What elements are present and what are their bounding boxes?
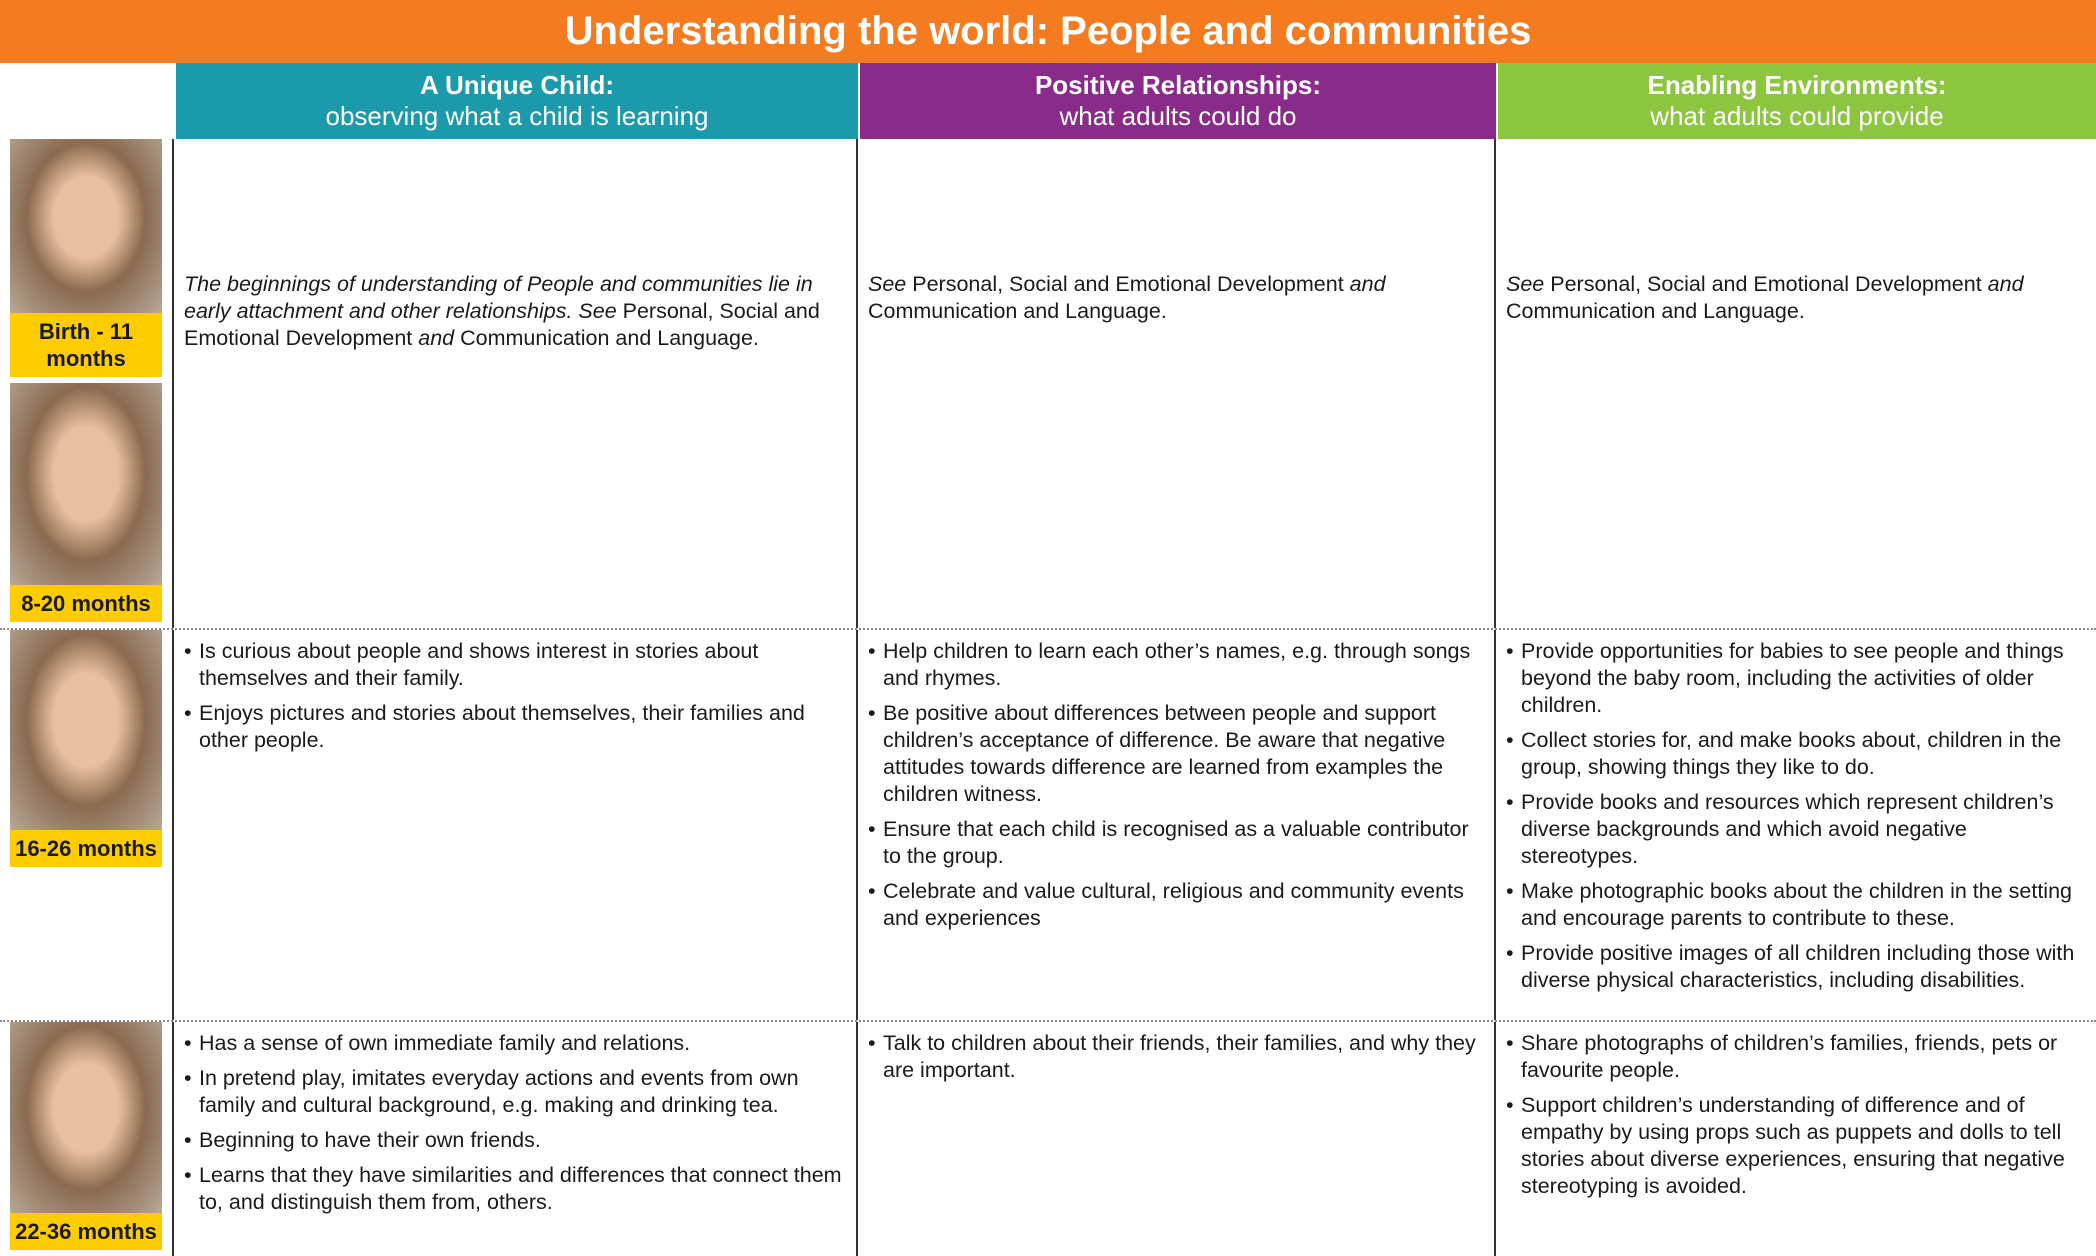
bullet-item: Support children’s understanding of diff…: [1506, 1092, 2086, 1200]
bullet-item: Make photographic books about the childr…: [1506, 878, 2086, 932]
paragraph: See Personal, Social and Emotional Devel…: [1506, 271, 2086, 325]
bullet-item: Has a sense of own immediate family and …: [184, 1030, 846, 1057]
bullet-item: Provide opportunities for babies to see …: [1506, 638, 2086, 719]
paragraph: See Personal, Social and Emotional Devel…: [868, 271, 1484, 325]
bullet-item: Ensure that each child is recognised as …: [868, 816, 1484, 870]
text-run: Personal, Social and Emotional Developme…: [906, 272, 1350, 296]
cell: Help children to learn each other’s name…: [858, 630, 1496, 1020]
bullet-item: Provide books and resources which repres…: [1506, 789, 2086, 870]
bullet-item: Be positive about differences between pe…: [868, 700, 1484, 808]
cell: Talk to children about their friends, th…: [858, 1022, 1496, 1256]
age-block: 8-20 months: [0, 383, 172, 628]
text-run: Communication and Language.: [1506, 299, 1805, 323]
column-title: Positive Relationships:: [1034, 70, 1322, 100]
text-run: and: [1349, 272, 1386, 296]
cell: Provide opportunities for babies to see …: [1496, 630, 2096, 1020]
cell: See Personal, Social and Emotional Devel…: [858, 139, 1496, 628]
text-run: and: [1987, 272, 2024, 296]
text-run: Communication and Language.: [454, 326, 759, 350]
age-column: 16-26 months: [0, 630, 174, 1020]
bullet-item: Provide positive images of all children …: [1506, 940, 2086, 994]
text-run: The beginnings of understanding of Peopl…: [184, 272, 813, 323]
bullet-item: Beginning to have their own friends.: [184, 1127, 846, 1154]
header-row: A Unique Child: observing what a child is…: [0, 63, 2096, 139]
text-run: and: [418, 326, 455, 350]
bullet-item: Learns that they have similarities and d…: [184, 1162, 846, 1216]
table-row: Birth - 11 months 8-20 months The beginnin…: [0, 139, 2096, 628]
photo: [10, 383, 162, 585]
text-run: Personal, Social and Emotional Developme…: [1544, 272, 1988, 296]
column-header: Enabling Environments: what adults could …: [1496, 63, 2096, 139]
bullet-item: Help children to learn each other’s name…: [868, 638, 1484, 692]
paragraph: The beginnings of understanding of Peopl…: [184, 271, 846, 352]
bullet-item: Celebrate and value cultural, religious …: [868, 878, 1484, 932]
column-subtitle: what adults could do: [1059, 101, 1297, 131]
cell: Has a sense of own immediate family and …: [174, 1022, 858, 1256]
age-label: 8-20 months: [10, 585, 162, 622]
cell: See Personal, Social and Emotional Devel…: [1496, 139, 2096, 628]
age-block: 16-26 months: [0, 630, 172, 873]
table-row: 16-26 months Is curious about people and …: [0, 628, 2096, 1020]
bullet-item: Collect stories for, and make books abou…: [1506, 727, 2086, 781]
page-title: Understanding the world: People and comm…: [0, 0, 2096, 63]
column-subtitle: what adults could provide: [1650, 101, 1944, 131]
text-run: Personal, Social and Emotional Developme…: [184, 299, 820, 350]
column-title: Enabling Environments:: [1647, 70, 1947, 100]
column-header: A Unique Child: observing what a child is…: [174, 63, 858, 139]
cell: Is curious about people and shows intere…: [174, 630, 858, 1020]
bullet-item: Talk to children about their friends, th…: [868, 1030, 1484, 1084]
age-column: 22-36 months: [0, 1022, 174, 1256]
text-run: See: [868, 272, 907, 296]
age-label: 22-36 months: [10, 1213, 162, 1250]
column-subtitle: observing what a child is learning: [325, 101, 709, 131]
photo: [10, 630, 162, 830]
age-label: 16-26 months: [10, 830, 162, 867]
bullet-item: In pretend play, imitates everyday actio…: [184, 1065, 846, 1119]
age-block: Birth - 11 months: [0, 139, 172, 383]
table-row: 22-36 months Has a sense of own immediate…: [0, 1020, 2096, 1256]
text-run: See: [1506, 272, 1545, 296]
cell: The beginnings of understanding of Peopl…: [174, 139, 858, 628]
age-block: 22-36 months: [0, 1022, 172, 1256]
age-label: Birth - 11 months: [10, 313, 162, 377]
column-title: A Unique Child:: [419, 70, 614, 100]
age-column: Birth - 11 months 8-20 months: [0, 139, 174, 628]
photo: [10, 139, 162, 313]
bullet-item: Share photographs of children’s families…: [1506, 1030, 2086, 1084]
photo: [10, 1022, 162, 1213]
text-run: Communication and Language.: [868, 299, 1167, 323]
bullet-item: Is curious about people and shows intere…: [184, 638, 846, 692]
header-blank: [0, 63, 174, 139]
column-header: Positive Relationships: what adults could…: [858, 63, 1496, 139]
cell: Share photographs of children’s families…: [1496, 1022, 2096, 1256]
bullet-item: Enjoys pictures and stories about themse…: [184, 700, 846, 754]
